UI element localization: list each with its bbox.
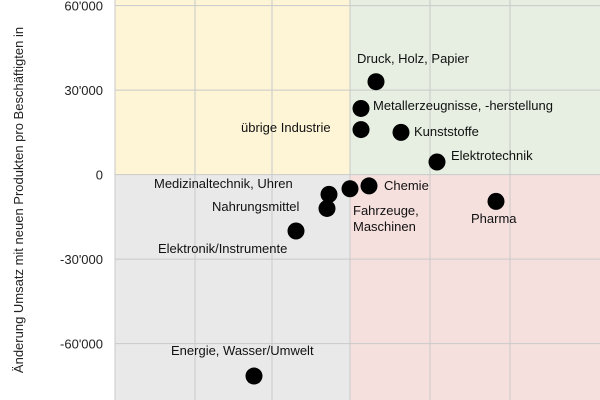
y-axis-label: Änderung Umsatz mit neuen Produkten pro …: [11, 27, 26, 373]
y-tick-label: -30'000: [60, 252, 103, 267]
y-tick-label: 60'000: [64, 0, 103, 14]
data-points: [245, 73, 505, 385]
y-tick-label: -60'000: [60, 337, 103, 352]
point-label-elektronik-instrumente: Elektronik/Instrumente: [158, 241, 287, 256]
point-label-energie-wasser-umwelt: Energie, Wasser/Umwelt: [171, 343, 314, 358]
point-label-übrige-industrie: übrige Industrie: [241, 120, 331, 135]
point-label-medizinaltechnik-uhren: Medizinaltechnik, Uhren: [154, 176, 293, 191]
quadrant-backgrounds: [115, 0, 600, 400]
point-label-nahrungsmittel: Nahrungsmittel: [212, 199, 300, 214]
quadrant-bottom-right: [350, 174, 600, 400]
point-label-druck-holz-papier: Druck, Holz, Papier: [357, 51, 470, 66]
quadrant-top-right: [350, 0, 600, 175]
y-tick-label: 0: [96, 168, 103, 183]
point-metallerzeugnisse: [352, 99, 370, 117]
point-label-elektrotechnik: Elektrotechnik: [451, 148, 533, 163]
point-übrige-industrie: [352, 121, 370, 139]
point-pharma: [487, 192, 505, 210]
point-label-metallerzeugnisse: Metallerzeugnisse, -herstellung: [373, 98, 553, 113]
point-label-fahrzeuge-maschinen: Fahrzeuge,: [353, 203, 419, 218]
point-chemie: [360, 177, 378, 195]
y-axis-ticks: 60'000 30'000 0 -30'000 -60'000: [60, 0, 103, 352]
point-kunststoffe: [392, 123, 410, 141]
point-elektrotechnik: [428, 153, 446, 171]
point-label-kunststoffe: Kunststoffe: [414, 124, 479, 139]
point-label-fahrzeuge-maschinen: Maschinen: [353, 219, 416, 234]
point-fahrzeuge-maschinen: [341, 180, 359, 198]
point-elektronik-instrumente: [287, 222, 305, 240]
y-tick-label: 30'000: [64, 83, 103, 98]
quadrant-top-left: [115, 0, 350, 175]
quadrant-bottom-left: [115, 174, 350, 400]
point-medizinaltechnik-uhren: [320, 185, 338, 203]
point-druck-holz-papier: [367, 73, 385, 91]
point-nahrungsmittel: [318, 199, 336, 217]
point-labels: Druck, Holz, Papier Metallerzeugnisse, -h…: [154, 51, 553, 358]
point-label-pharma: Pharma: [471, 211, 517, 226]
point-energie-wasser-umwelt: [245, 367, 263, 385]
point-label-chemie: Chemie: [384, 178, 429, 193]
gridlines: [114, 0, 600, 400]
